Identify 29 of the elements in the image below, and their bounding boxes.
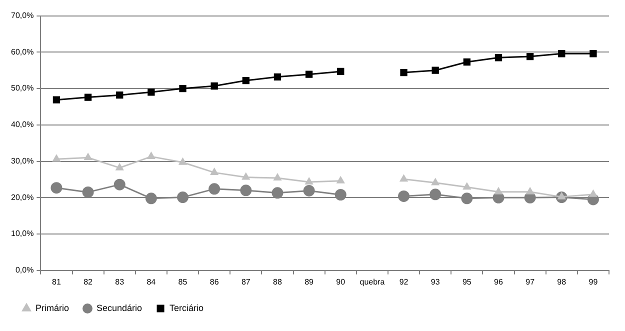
legend-label: Terciário bbox=[170, 302, 204, 313]
x-tick-label: 93 bbox=[430, 277, 440, 286]
x-tick-label: 82 bbox=[84, 277, 94, 286]
y-tick-label: 70,0% bbox=[10, 11, 34, 20]
x-tick-label: 84 bbox=[146, 277, 156, 286]
x-tick-label: 97 bbox=[526, 277, 536, 286]
y-tick-label: 60,0% bbox=[10, 47, 34, 56]
y-tick-label: 30,0% bbox=[10, 156, 34, 166]
legend-label: Primário bbox=[36, 302, 70, 313]
legend-label: Secundário bbox=[96, 302, 142, 313]
x-tick-label: 95 bbox=[462, 277, 472, 286]
x-tick-label: 92 bbox=[399, 277, 409, 286]
y-tick-label: 0,0% bbox=[15, 266, 34, 275]
x-tick-label: 88 bbox=[273, 277, 282, 286]
x-tick-label: 85 bbox=[178, 277, 188, 286]
y-tick-label: 20,0% bbox=[10, 192, 34, 202]
x-tick-label: 81 bbox=[52, 277, 62, 286]
x-tick-label: 90 bbox=[336, 277, 346, 286]
y-tick-label: 50,0% bbox=[10, 84, 34, 93]
x-tick-label: 96 bbox=[494, 277, 504, 286]
x-tick-label: 99 bbox=[588, 277, 598, 286]
y-tick-label: 40,0% bbox=[10, 120, 34, 130]
x-tick-label: 83 bbox=[115, 277, 125, 286]
x-tick-label: 98 bbox=[557, 277, 567, 286]
x-tick-label: 87 bbox=[241, 277, 251, 286]
x-tick-label: quebra bbox=[360, 277, 386, 286]
x-tick-label: 89 bbox=[304, 277, 314, 286]
y-tick-label: 10,0% bbox=[10, 229, 34, 238]
x-tick-label: 86 bbox=[210, 277, 220, 286]
